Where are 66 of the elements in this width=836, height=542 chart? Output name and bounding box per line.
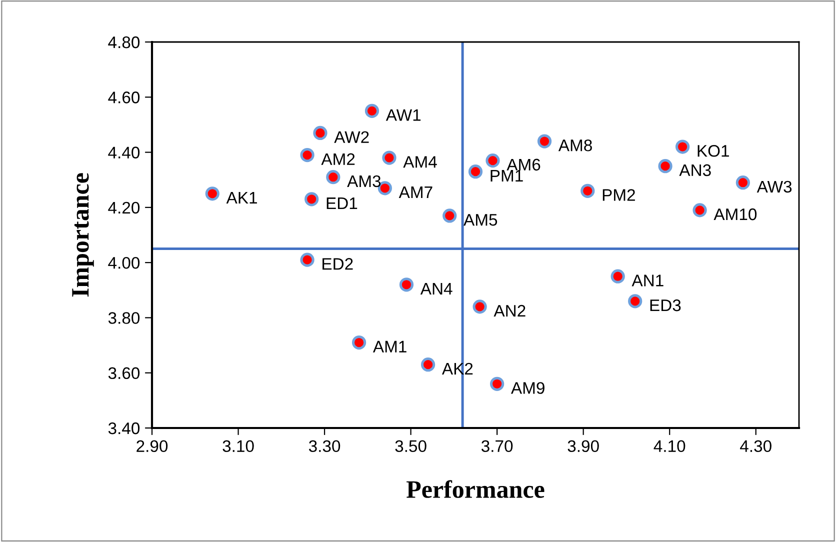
y-tick-label: 3.60	[108, 367, 140, 380]
point	[468, 164, 483, 179]
annotation: ED2	[322, 258, 353, 270]
annotation: AM9	[510, 382, 544, 394]
x-tick-label: 4.30	[740, 440, 772, 452]
y-tick-label: 4.80	[108, 36, 140, 48]
y-tick-label: 3.80	[108, 312, 140, 324]
point	[658, 159, 672, 174]
point	[580, 184, 595, 198]
y-axis-title: Importance	[72, 173, 94, 297]
point	[537, 134, 552, 148]
point	[736, 176, 750, 190]
annotation: PM2	[602, 189, 635, 201]
x-tick-label: 3.10	[222, 440, 254, 452]
annotation: AM1	[372, 340, 406, 352]
x-tick-label: 3.90	[568, 440, 599, 452]
point	[399, 278, 414, 292]
annotation: ED1	[326, 198, 358, 210]
point	[692, 203, 707, 218]
x-tick-label: 3.50	[395, 440, 426, 452]
y-tick-label: 4.60	[108, 92, 140, 104]
y-tick-label: 4.40	[108, 146, 140, 158]
annotation: AW3	[756, 180, 792, 193]
point	[205, 186, 220, 201]
y-tick-label: 3.40	[108, 422, 140, 434]
point	[610, 269, 625, 284]
x-axis-title: Performance	[406, 480, 544, 498]
point	[300, 252, 314, 267]
annotation: AN1	[632, 274, 664, 286]
annotation: AN4	[420, 283, 452, 294]
point	[628, 294, 642, 308]
point	[382, 150, 396, 165]
annotation: AM7	[398, 186, 432, 198]
point	[675, 140, 690, 154]
point	[300, 148, 314, 162]
annotation: ED3	[650, 299, 681, 312]
annotation: AW2	[334, 131, 369, 143]
annotation: AM4	[403, 156, 437, 168]
y-tick-label: 4.00	[108, 256, 140, 269]
annotation: AM8	[558, 139, 592, 152]
annotation: KO1	[698, 145, 729, 157]
annotation: AM3	[347, 175, 381, 188]
annotation: AM10	[714, 208, 757, 220]
point	[486, 153, 500, 168]
annotation: PM1	[490, 170, 523, 182]
x-tick-label: 3.70	[481, 440, 513, 452]
point	[313, 126, 328, 140]
annotation: AM6	[506, 158, 540, 171]
annotation: AN3	[679, 164, 711, 176]
annotation: AM5	[464, 214, 498, 226]
y-tick-label: 4.20	[108, 202, 140, 214]
point	[442, 208, 457, 223]
point	[364, 104, 380, 118]
point	[352, 335, 366, 350]
annotation: AM2	[321, 153, 355, 165]
x-tick-label: 3.30	[308, 440, 340, 452]
x-tick-label: 2.90	[136, 440, 168, 452]
point	[472, 300, 487, 314]
point	[420, 358, 436, 372]
annotation: AN2	[494, 304, 526, 317]
point	[304, 192, 319, 206]
x-tick-label: 4.10	[654, 440, 686, 452]
point	[326, 170, 340, 184]
annotation: AK1	[226, 192, 257, 204]
point	[490, 376, 504, 391]
annotation: AW1	[386, 109, 421, 121]
